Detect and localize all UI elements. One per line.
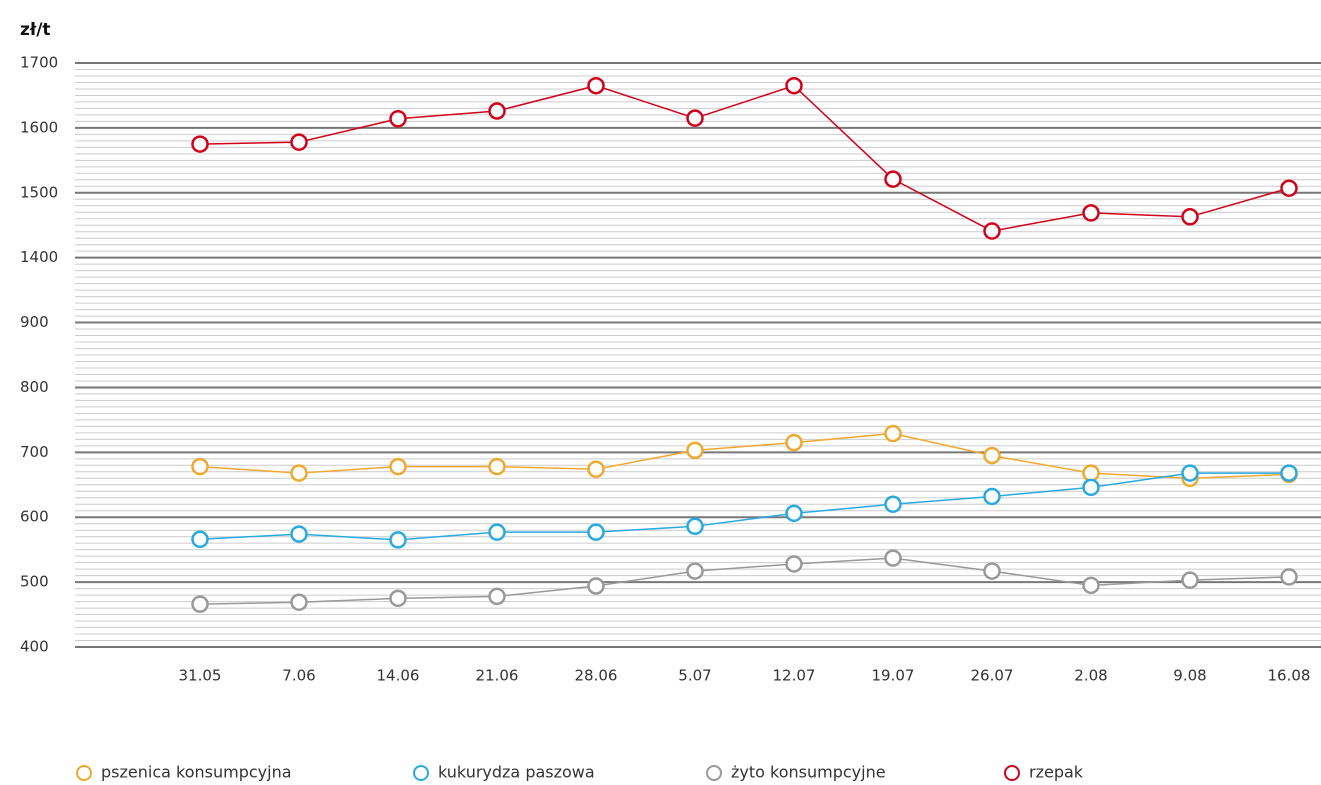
data-point — [785, 555, 803, 573]
data-point — [389, 589, 407, 608]
legend-marker — [76, 765, 92, 781]
data-point — [686, 109, 704, 127]
data-point — [884, 424, 902, 443]
data-point — [1181, 571, 1199, 589]
legend-label: żyto konsumpcyjne — [731, 763, 886, 782]
y-tick-label: 1400 — [20, 248, 58, 266]
data-point — [983, 446, 1001, 465]
y-tick-label: 700 — [20, 443, 49, 461]
series-line — [199, 557, 1290, 605]
x-tick-label: 19.07 — [872, 667, 915, 685]
x-tick-label: 28.06 — [575, 667, 618, 685]
series-line — [199, 84, 1290, 232]
data-point — [191, 595, 209, 613]
x-tick-label: 21.06 — [476, 667, 519, 685]
x-tick-label: 12.07 — [773, 667, 816, 685]
data-point — [587, 577, 605, 595]
y-tick-label: 1600 — [20, 118, 58, 136]
data-point — [290, 133, 308, 151]
x-tick-label: 5.07 — [678, 667, 711, 685]
data-point — [290, 464, 308, 482]
data-point — [1082, 204, 1100, 222]
data-point — [1082, 478, 1100, 497]
data-point — [191, 530, 209, 549]
data-point — [191, 457, 209, 476]
data-point — [983, 487, 1001, 506]
legend-label: kukurydza paszowa — [438, 763, 595, 782]
y-axis-label: zł/t — [20, 20, 51, 40]
data-point — [191, 135, 209, 153]
data-point — [389, 531, 407, 549]
data-point — [686, 441, 704, 460]
data-point — [686, 562, 704, 580]
legend-label: pszenica konsumpcyjna — [101, 763, 292, 782]
data-point — [290, 593, 308, 611]
data-point — [290, 525, 308, 543]
data-point — [1280, 464, 1298, 482]
x-tick-label: 9.08 — [1173, 667, 1206, 685]
data-point — [587, 523, 605, 541]
series-line — [199, 472, 1289, 541]
data-point — [488, 523, 506, 541]
series-line — [199, 432, 1290, 480]
data-point — [1082, 576, 1100, 595]
data-point — [884, 549, 902, 567]
data-point — [1082, 464, 1100, 482]
y-tick-label: 1700 — [20, 54, 58, 72]
data-point — [1280, 568, 1298, 586]
data-point — [983, 562, 1001, 580]
data-point — [389, 110, 407, 128]
y-tick-label: 600 — [20, 508, 49, 526]
data-point — [785, 433, 803, 452]
legend-marker — [1004, 765, 1020, 781]
y-tick-label: 500 — [20, 573, 49, 591]
y-tick-label: 800 — [20, 378, 49, 396]
data-point — [488, 587, 506, 606]
data-point — [884, 170, 902, 188]
y-tick-label: 400 — [20, 638, 49, 656]
data-point — [587, 460, 605, 478]
y-tick-label: 1500 — [20, 183, 58, 201]
data-point — [884, 495, 902, 513]
data-point — [1181, 464, 1199, 482]
x-tick-label: 31.05 — [179, 667, 222, 685]
data-point — [785, 504, 803, 523]
x-tick-label: 7.06 — [282, 667, 315, 685]
x-tick-label: 16.08 — [1268, 667, 1311, 685]
data-point — [983, 222, 1001, 240]
legend-marker — [413, 765, 429, 781]
x-tick-label: 2.08 — [1074, 667, 1107, 685]
data-point — [587, 76, 605, 95]
x-tick-label: 14.06 — [377, 667, 420, 685]
x-tick-label: 26.07 — [971, 667, 1014, 685]
data-point — [488, 457, 506, 476]
legend-label: rzepak — [1029, 763, 1084, 782]
data-point — [1280, 179, 1298, 197]
data-point — [785, 76, 803, 95]
data-point — [488, 102, 506, 120]
legend-marker — [706, 765, 722, 781]
data-point — [1181, 208, 1199, 226]
y-tick-label: 900 — [20, 313, 49, 331]
data-point — [686, 517, 704, 536]
data-point — [389, 457, 407, 476]
